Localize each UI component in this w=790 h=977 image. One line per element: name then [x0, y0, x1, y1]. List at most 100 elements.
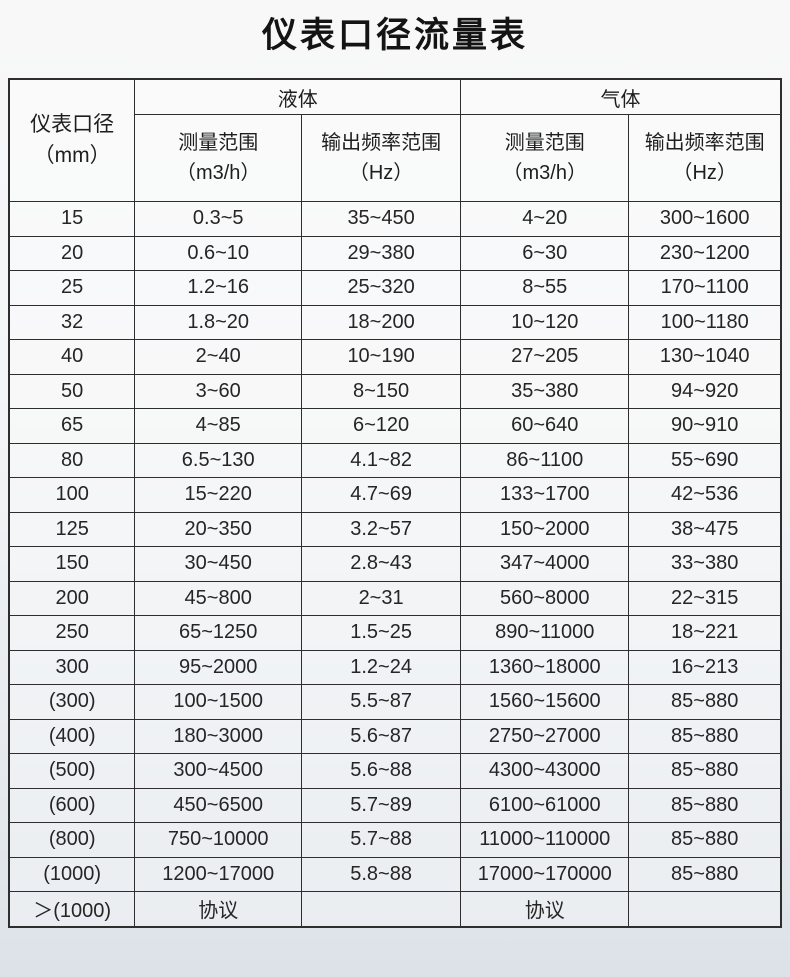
table-row: 150 30~450 2.8~43 347~4000 33~380 [8, 546, 782, 582]
cell-liquid-freq: 25~320 [301, 270, 462, 306]
cell-liquid-range: 1.2~16 [134, 270, 303, 306]
table-row: 65 4~85 6~120 60~640 90~910 [8, 408, 782, 444]
cell-liquid-freq: 3.2~57 [301, 511, 462, 547]
cell-gas-freq: 94~920 [628, 373, 782, 409]
cell-liquid-range: 95~2000 [134, 649, 303, 685]
header-liquid-freq: 输出频率范围 （Hz） [301, 114, 462, 202]
cell-diameter: 200 [8, 580, 136, 616]
cell-liquid-freq [301, 891, 462, 927]
header-group-gas: 气体 [460, 78, 782, 115]
cell-diameter: 50 [8, 373, 136, 409]
cell-diameter: (400) [8, 718, 136, 754]
cell-gas-range: 35~380 [460, 373, 630, 409]
cell-gas-freq: 85~880 [628, 787, 782, 823]
table-row: 20 0.6~10 29~380 6~30 230~1200 [8, 235, 782, 271]
header-gas-freq: 输出频率范围 （Hz） [628, 114, 782, 202]
cell-gas-freq: 300~1600 [628, 201, 782, 237]
cell-diameter: 25 [8, 270, 136, 306]
cell-diameter: 20 [8, 235, 136, 271]
cell-diameter: 80 [8, 442, 136, 478]
cell-diameter: (500) [8, 753, 136, 789]
cell-gas-freq: 130~1040 [628, 339, 782, 375]
table-row: 250 65~1250 1.5~25 890~11000 18~221 [8, 615, 782, 651]
cell-gas-range: 协议 [460, 891, 630, 927]
cell-gas-range: 86~1100 [460, 442, 630, 478]
cell-liquid-freq: 4.1~82 [301, 442, 462, 478]
cell-gas-freq: 85~880 [628, 684, 782, 720]
cell-diameter: (1000) [8, 856, 136, 892]
table-row: 50 3~60 8~150 35~380 94~920 [8, 373, 782, 409]
table-row: (600) 450~6500 5.7~89 6100~61000 85~880 [8, 787, 782, 823]
cell-diameter: 100 [8, 477, 136, 513]
cell-liquid-range: 30~450 [134, 546, 303, 582]
cell-liquid-freq: 4.7~69 [301, 477, 462, 513]
cell-gas-range: 1560~15600 [460, 684, 630, 720]
table-row: 25 1.2~16 25~320 8~55 170~1100 [8, 270, 782, 306]
cell-liquid-freq: 2~31 [301, 580, 462, 616]
header-diameter: 仪表口径 （mm） [8, 78, 136, 202]
cell-liquid-range: 180~3000 [134, 718, 303, 754]
cell-gas-freq: 18~221 [628, 615, 782, 651]
cell-liquid-freq: 5.8~88 [301, 856, 462, 892]
cell-gas-range: 6100~61000 [460, 787, 630, 823]
cell-gas-range: 347~4000 [460, 546, 630, 582]
table-row: (1000) 1200~17000 5.8~88 17000~170000 85~880 [8, 856, 782, 892]
table-row: (300) 100~1500 5.5~87 1560~15600 85~880 [8, 684, 782, 720]
cell-liquid-range: 450~6500 [134, 787, 303, 823]
cell-gas-range: 560~8000 [460, 580, 630, 616]
cell-diameter: 125 [8, 511, 136, 547]
cell-liquid-range: 100~1500 [134, 684, 303, 720]
cell-liquid-range: 750~10000 [134, 822, 303, 858]
cell-gas-range: 60~640 [460, 408, 630, 444]
table-row: 80 6.5~130 4.1~82 86~1100 55~690 [8, 442, 782, 478]
cell-liquid-range: 15~220 [134, 477, 303, 513]
cell-gas-freq: 85~880 [628, 856, 782, 892]
cell-gas-range: 133~1700 [460, 477, 630, 513]
cell-liquid-range: 65~1250 [134, 615, 303, 651]
table-row: 32 1.8~20 18~200 10~120 100~1180 [8, 304, 782, 340]
cell-gas-range: 8~55 [460, 270, 630, 306]
group-header-row: 仪表口径 （mm） 液体 气体 [8, 78, 782, 202]
table-row: 40 2~40 10~190 27~205 130~1040 [8, 339, 782, 375]
cell-gas-freq: 85~880 [628, 753, 782, 789]
cell-gas-freq: 42~536 [628, 477, 782, 513]
table-row: 125 20~350 3.2~57 150~2000 38~475 [8, 511, 782, 547]
cell-liquid-freq: 29~380 [301, 235, 462, 271]
cell-liquid-freq: 5.7~88 [301, 822, 462, 858]
cell-diameter: 32 [8, 304, 136, 340]
header-liquid-range: 测量范围 （m3/h） [134, 114, 303, 202]
cell-gas-freq [628, 891, 782, 927]
cell-gas-freq: 38~475 [628, 511, 782, 547]
cell-gas-freq: 22~315 [628, 580, 782, 616]
cell-diameter: 250 [8, 615, 136, 651]
cell-gas-range: 4~20 [460, 201, 630, 237]
flow-rate-table: 仪表口径 （mm） 液体 气体 测量范围 （m3/h） 输出频率范围 （Hz） … [8, 78, 782, 928]
cell-gas-freq: 230~1200 [628, 235, 782, 271]
cell-liquid-freq: 10~190 [301, 339, 462, 375]
table-row: (500) 300~4500 5.6~88 4300~43000 85~880 [8, 753, 782, 789]
cell-liquid-freq: 35~450 [301, 201, 462, 237]
cell-gas-freq: 170~1100 [628, 270, 782, 306]
cell-liquid-range: 45~800 [134, 580, 303, 616]
cell-gas-range: 1360~18000 [460, 649, 630, 685]
cell-liquid-freq: 18~200 [301, 304, 462, 340]
sub-header-row: 测量范围 （m3/h） 输出频率范围 （Hz） 测量范围 （m3/h） 输出频率… [9, 114, 782, 202]
cell-gas-range: 4300~43000 [460, 753, 630, 789]
cell-liquid-range: 20~350 [134, 511, 303, 547]
cell-diameter: (300) [8, 684, 136, 720]
cell-diameter: 40 [8, 339, 136, 375]
cell-liquid-freq: 6~120 [301, 408, 462, 444]
cell-liquid-range: 1200~17000 [134, 856, 303, 892]
cell-diameter: 150 [8, 546, 136, 582]
table-row: ＞(1000) 协议 协议 [8, 891, 782, 927]
table-row: (400) 180~3000 5.6~87 2750~27000 85~880 [8, 718, 782, 754]
cell-liquid-range: 3~60 [134, 373, 303, 409]
cell-liquid-freq: 1.5~25 [301, 615, 462, 651]
cell-liquid-range: 1.8~20 [134, 304, 303, 340]
cell-diameter: (800) [8, 822, 136, 858]
cell-liquid-range: 0.6~10 [134, 235, 303, 271]
cell-gas-freq: 33~380 [628, 546, 782, 582]
cell-gas-range: 2750~27000 [460, 718, 630, 754]
cell-diameter: (600) [8, 787, 136, 823]
cell-liquid-freq: 5.6~87 [301, 718, 462, 754]
